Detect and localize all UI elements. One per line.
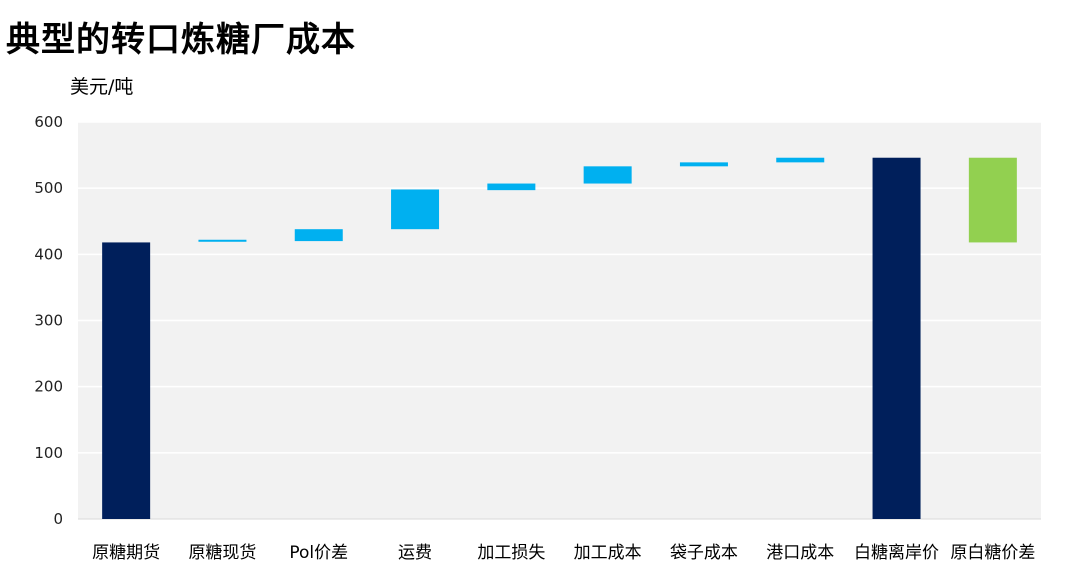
bar-step (294, 229, 343, 242)
x-tick-label: 袋子成本 (670, 543, 738, 563)
bar-series (102, 157, 1017, 520)
bar-total (872, 157, 921, 520)
y-tick-label: 600 (34, 113, 63, 131)
x-tick-label: 加工成本 (574, 543, 642, 563)
y-tick-label: 500 (34, 179, 63, 197)
bar-step (198, 239, 247, 242)
bar-step (679, 162, 728, 167)
x-tick-label: 原糖期货 (92, 543, 160, 563)
bar-step (583, 166, 632, 184)
x-tick-label: 白糖离岸价 (854, 543, 939, 563)
y-tick-label: 400 (34, 245, 63, 263)
x-tick-label: Pol价差 (289, 543, 348, 563)
x-tick-label: 原白糖价差 (950, 543, 1035, 563)
y-tick-label: 0 (53, 510, 63, 528)
bar-step (776, 157, 825, 163)
bar-total (102, 242, 151, 519)
x-tick-label: 原糖现货 (188, 543, 256, 563)
bar-step (487, 183, 536, 191)
y-axis-unit-label: 美元/吨 (70, 76, 134, 98)
bar-diff (968, 157, 1017, 243)
chart-title: 典型的转口炼糖厂成本 (6, 20, 356, 60)
y-tick-label: 100 (34, 444, 63, 462)
bar-step (391, 189, 440, 230)
x-axis: 原糖期货 原糖现货 Pol价差 运费 加工损失 加工成本 袋子成本 港口成本 白糖离岸价 原白糖价… (92, 543, 1035, 563)
y-tick-label: 200 (34, 378, 63, 396)
x-tick-label: 港口成本 (766, 543, 834, 563)
y-tick-label: 300 (34, 312, 63, 330)
x-tick-label: 加工损失 (477, 543, 545, 563)
x-tick-label: 运费 (398, 543, 432, 563)
